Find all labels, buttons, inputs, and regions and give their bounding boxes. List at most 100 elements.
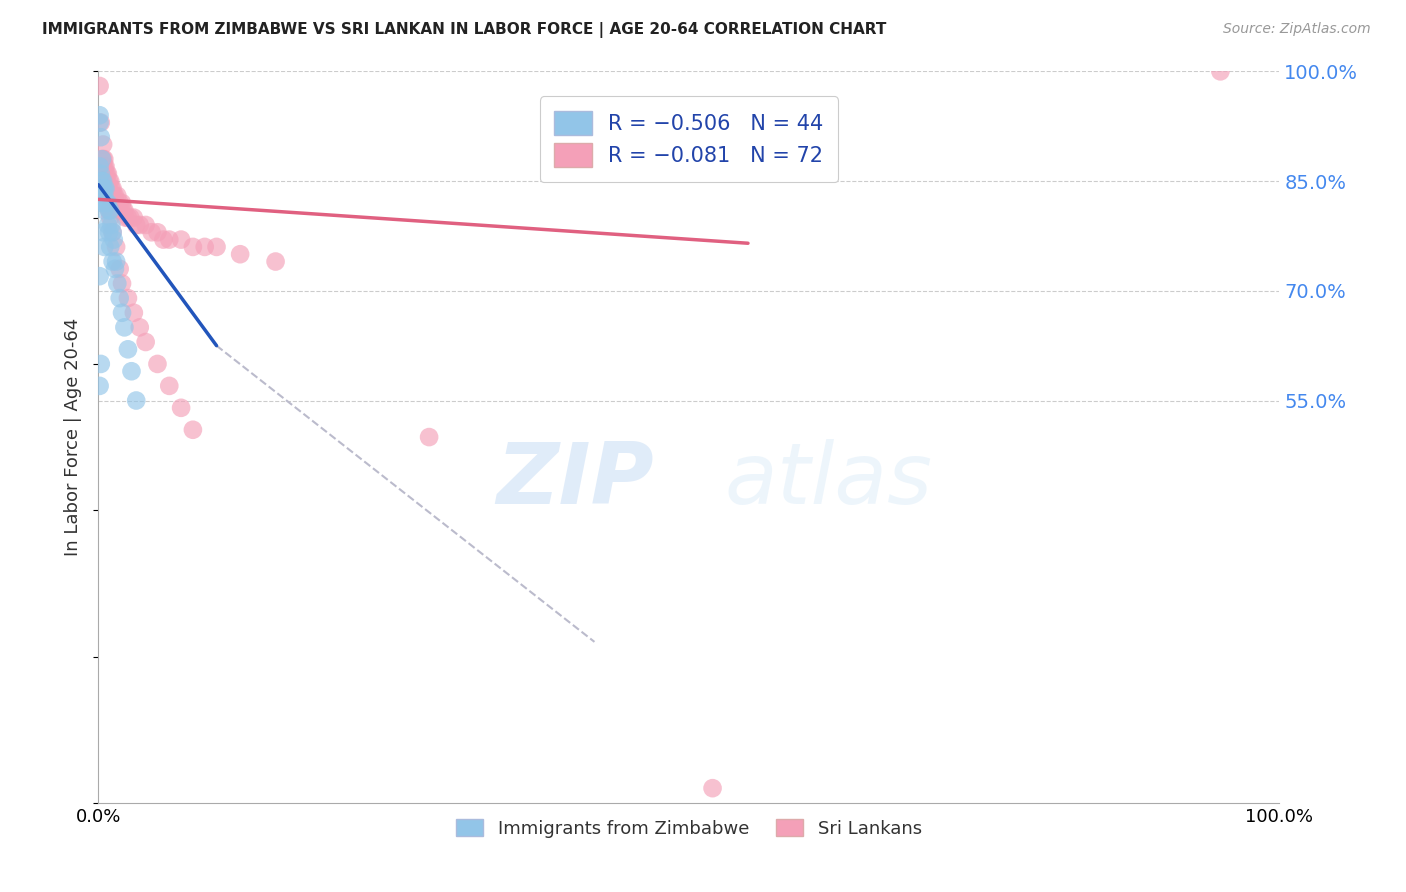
Point — [94, 181, 117, 195]
Point — [96, 196, 118, 211]
Point — [121, 364, 143, 378]
Point — [97, 181, 120, 195]
Legend: Immigrants from Zimbabwe, Sri Lankans: Immigrants from Zimbabwe, Sri Lankans — [449, 813, 929, 845]
Point — [135, 334, 157, 349]
Point — [229, 247, 252, 261]
Point — [89, 78, 111, 93]
Point — [91, 137, 114, 152]
Point — [108, 291, 131, 305]
Point — [120, 211, 142, 225]
Point — [100, 196, 122, 211]
Point — [93, 181, 115, 195]
Point — [91, 196, 114, 211]
Point — [103, 188, 125, 202]
Point — [94, 160, 117, 174]
Point — [98, 188, 121, 202]
Point — [117, 343, 139, 357]
Point — [122, 211, 145, 225]
Point — [93, 160, 115, 174]
Point — [94, 196, 117, 211]
Point — [125, 393, 148, 408]
Point — [105, 188, 128, 202]
Y-axis label: In Labor Force | Age 20-64: In Labor Force | Age 20-64 — [65, 318, 83, 557]
Point — [90, 167, 112, 181]
Point — [104, 261, 127, 276]
Point — [111, 196, 134, 211]
Point — [98, 240, 121, 254]
Point — [89, 108, 111, 122]
Point — [101, 181, 124, 195]
Point — [181, 240, 204, 254]
Point — [108, 261, 131, 276]
Point — [117, 211, 139, 225]
Point — [101, 225, 124, 239]
Point — [91, 188, 114, 202]
Point — [101, 254, 124, 268]
Point — [105, 277, 128, 291]
Point — [90, 181, 112, 195]
Point — [105, 254, 128, 268]
Text: IMMIGRANTS FROM ZIMBABWE VS SRI LANKAN IN LABOR FORCE | AGE 20-64 CORRELATION CH: IMMIGRANTS FROM ZIMBABWE VS SRI LANKAN I… — [42, 22, 887, 38]
Point — [94, 167, 117, 181]
Point — [105, 240, 128, 254]
Point — [96, 167, 118, 181]
Point — [96, 174, 118, 188]
Point — [93, 152, 115, 166]
Point — [1209, 64, 1232, 78]
Point — [97, 188, 120, 202]
Point — [98, 225, 121, 239]
Point — [91, 188, 114, 202]
Point — [146, 225, 169, 239]
Point — [170, 233, 193, 247]
Point — [125, 218, 148, 232]
Point — [98, 203, 121, 218]
Point — [91, 174, 114, 188]
Point — [104, 188, 127, 202]
Point — [93, 167, 115, 181]
Point — [264, 254, 287, 268]
Point — [97, 167, 120, 181]
Point — [91, 152, 114, 166]
Point — [93, 240, 115, 254]
Point — [112, 320, 135, 334]
Point — [107, 203, 129, 218]
Point — [146, 357, 169, 371]
Point — [110, 203, 132, 218]
Point — [135, 218, 157, 232]
Point — [91, 152, 114, 166]
Text: ZIP: ZIP — [496, 440, 654, 523]
Point — [90, 357, 112, 371]
Point — [89, 115, 111, 129]
Point — [93, 181, 115, 195]
Point — [418, 430, 440, 444]
Point — [117, 291, 139, 305]
Point — [98, 211, 121, 225]
Point — [93, 188, 115, 202]
Point — [112, 203, 135, 218]
Point — [122, 306, 145, 320]
Point — [108, 196, 131, 211]
Point — [98, 203, 121, 218]
Point — [94, 181, 117, 195]
Text: Source: ZipAtlas.com: Source: ZipAtlas.com — [1223, 22, 1371, 37]
Point — [128, 218, 150, 232]
Point — [90, 130, 112, 145]
Point — [98, 188, 121, 202]
Point — [98, 174, 121, 188]
Point — [128, 320, 150, 334]
Point — [105, 196, 128, 211]
Point — [100, 181, 122, 195]
Point — [181, 423, 204, 437]
Point — [91, 152, 114, 166]
Point — [152, 233, 174, 247]
Point — [91, 225, 114, 239]
Point — [97, 218, 120, 232]
Point — [90, 115, 112, 129]
Point — [91, 174, 114, 188]
Point — [89, 379, 111, 393]
Point — [91, 181, 114, 195]
Point — [101, 196, 124, 211]
Point — [93, 203, 115, 218]
Point — [101, 225, 124, 239]
Point — [141, 225, 163, 239]
